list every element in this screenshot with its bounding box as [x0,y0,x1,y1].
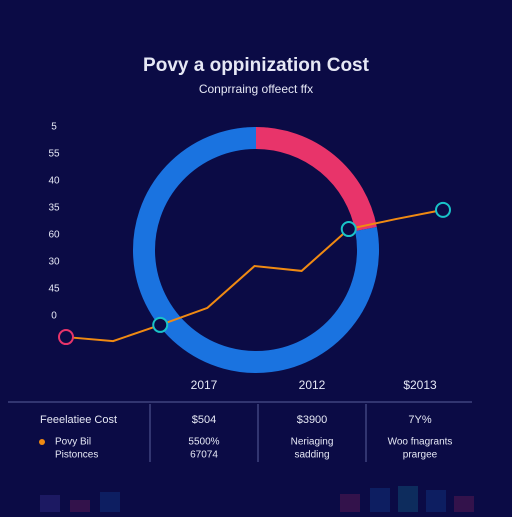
point-marker [340,221,357,238]
y-tick-label: 55 [48,149,60,160]
bullet [39,439,45,445]
table-cell: Pistonces [55,450,98,461]
table-cell: $504 [192,414,216,426]
point-marker [58,329,74,346]
table-cell: 67074 [190,450,218,461]
y-tick-label: 0 [51,311,57,322]
column-header: 2017 [191,378,218,392]
table-cell: prargee [403,450,438,461]
table-cell: sadding [294,450,329,461]
chart-subtitle: Conprraing offeect ffx [199,82,313,96]
y-tick-label: 30 [48,257,60,268]
table-cell: Povy Bil [55,437,91,448]
table-cell: 5500% [188,437,219,448]
table-cell: Neriaging [291,437,334,448]
y-tick-label: 40 [48,176,60,187]
column-header: 2012 [299,378,326,392]
y-tick-label: 35 [48,203,60,214]
line [65,208,444,343]
column-header: $2013 [403,378,437,392]
chart-title: Povy a oppinization Cost [143,55,370,76]
point-marker [435,201,451,218]
y-tick-label: 60 [48,230,60,241]
donut-segment [255,127,377,232]
y-tick-label: 5 [51,122,57,133]
table-cell: Feeelatiee Cost [40,414,117,426]
table-cell: 7Y% [408,414,431,426]
table-cell: $3900 [297,414,328,426]
table-cell: Woo fnagrants [388,437,453,448]
background-bars [40,486,474,512]
y-tick-label: 45 [48,284,60,295]
donut-segment [133,127,379,373]
point-marker [152,316,169,333]
